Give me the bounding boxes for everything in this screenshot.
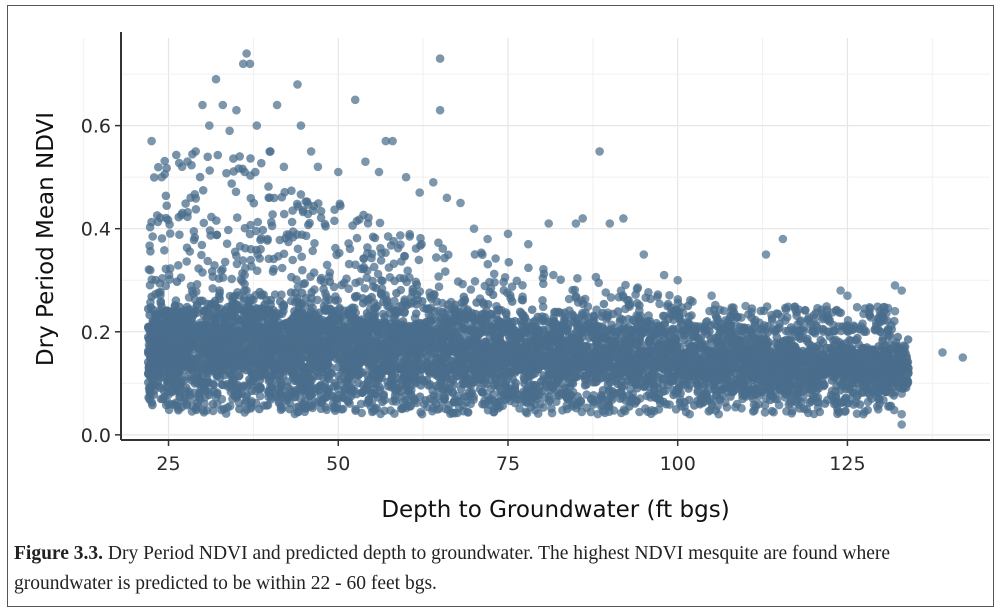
data-point [389,361,398,371]
data-point [276,363,286,373]
data-point [327,368,336,378]
data-point [221,351,230,361]
data-point [318,336,328,346]
data-point [199,349,209,359]
data-point [154,381,164,391]
data-point [623,344,632,354]
data-point [551,370,561,380]
data-point [568,379,578,388]
data-point [665,374,674,384]
data-point [890,367,900,377]
data-point [605,378,615,387]
data-point [527,305,537,315]
data-point [726,371,735,381]
data-point [491,374,500,384]
data-point [816,335,826,345]
data-point [891,378,901,388]
data-point [511,378,520,388]
data-point [646,353,656,362]
data-point [209,380,219,390]
data-point [706,360,715,369]
data-point [599,299,609,309]
data-point [149,359,159,369]
data-point [886,353,895,363]
data-point [853,333,862,343]
data-point [285,365,295,375]
data-point [380,365,390,375]
data-point [767,352,776,362]
data-point [588,377,598,387]
data-point [306,374,315,384]
data-point [713,338,723,348]
data-point [212,371,222,381]
data-point [458,379,467,389]
data-point [836,341,845,351]
data-point [564,336,573,346]
data-point [759,333,769,343]
data-point [159,360,169,370]
data-point [804,339,814,349]
data-point [893,332,903,342]
data-point [706,348,716,358]
data-point [729,364,739,373]
data-point [590,370,600,380]
data-point [368,344,377,354]
data-point [404,345,414,354]
data-point [528,380,538,390]
data-point [201,339,210,349]
data-point [833,353,843,363]
data-point [669,385,678,395]
data-point [456,336,465,346]
data-point [840,381,850,391]
data-point [146,383,155,393]
data-point [626,374,636,384]
data-point [357,388,367,397]
data-point [732,351,741,361]
data-point [580,375,590,385]
data-point [185,336,195,346]
data-point [814,369,824,379]
data-point [485,338,494,348]
data-point [654,348,664,358]
data-point [363,377,373,387]
data-point [549,361,559,371]
data-point [492,347,501,357]
data-point [894,346,903,356]
data-point [370,355,379,365]
data-point [642,340,652,350]
data-point [153,336,163,346]
data-points [143,49,968,429]
data-point [242,382,252,391]
data-point [446,378,456,388]
data-point [768,375,777,384]
data-point [753,343,762,353]
data-point [664,362,673,371]
data-point [174,367,184,377]
data-point [354,378,363,388]
data-point [624,353,633,363]
data-point [544,376,553,386]
data-point [355,348,364,357]
data-point [732,338,742,347]
data-point [800,367,809,377]
data-point [578,352,587,361]
data-point [147,398,157,407]
data-point [362,356,372,365]
data-point [402,377,411,387]
data-point [534,338,543,348]
data-point [633,349,643,359]
data-point [903,335,913,344]
data-point [668,348,678,357]
data-point [746,337,756,347]
data-point [255,375,265,385]
